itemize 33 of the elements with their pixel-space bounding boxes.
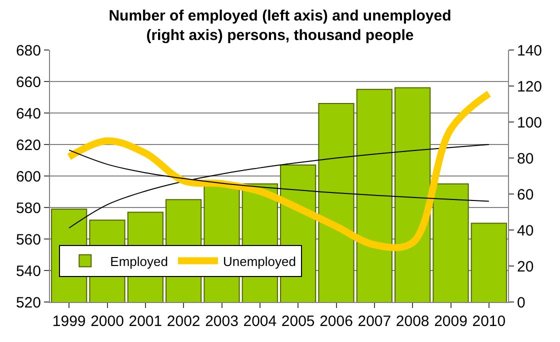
y-tick-label: 540 <box>16 262 41 280</box>
chart-title: Number of employed (left axis) and unemployed (right axis) persons, thousand people <box>108 8 452 44</box>
x-tick-label: 2009 <box>434 313 468 330</box>
y-tick-label: 580 <box>16 200 41 217</box>
x-tick-label: 2002 <box>166 313 200 330</box>
legend-label: Employed <box>110 254 168 269</box>
y2-tick-label: 20 <box>517 258 534 276</box>
x-tick-label: 2010 <box>472 313 506 330</box>
x-tick-label: 2004 <box>243 313 277 330</box>
x-tick-label: 2005 <box>281 313 315 330</box>
y2-tick-label: 140 <box>517 42 542 60</box>
y-tick-label: 660 <box>16 74 41 91</box>
y2-tick-label: 60 <box>517 186 534 204</box>
x-tick-label: 2001 <box>128 313 162 330</box>
y2-tick-label: 120 <box>517 78 542 96</box>
y-tick-label: 640 <box>16 105 41 122</box>
x-tick-label: 1999 <box>52 313 86 330</box>
y-tick-label: 600 <box>16 168 41 186</box>
y-tick-label: 620 <box>16 136 41 154</box>
x-tick-label: 2000 <box>90 313 124 330</box>
y2-tick-label: 100 <box>517 114 542 132</box>
y2-tick-label: 0 <box>517 294 526 312</box>
y2-tick-label: 80 <box>517 150 534 168</box>
line-series <box>68 144 490 228</box>
x-tick-label: 2008 <box>396 313 430 330</box>
y2-tick-label: 40 <box>517 222 534 240</box>
y-tick-label: 560 <box>16 231 41 248</box>
legend-label: Unemployed <box>222 254 296 269</box>
y-tick-label: 520 <box>16 294 41 312</box>
y-tick-label: 680 <box>16 42 41 60</box>
x-tick-label: 2003 <box>205 313 238 330</box>
x-tick-label: 2006 <box>320 313 353 330</box>
x-tick-label: 2007 <box>358 313 392 330</box>
